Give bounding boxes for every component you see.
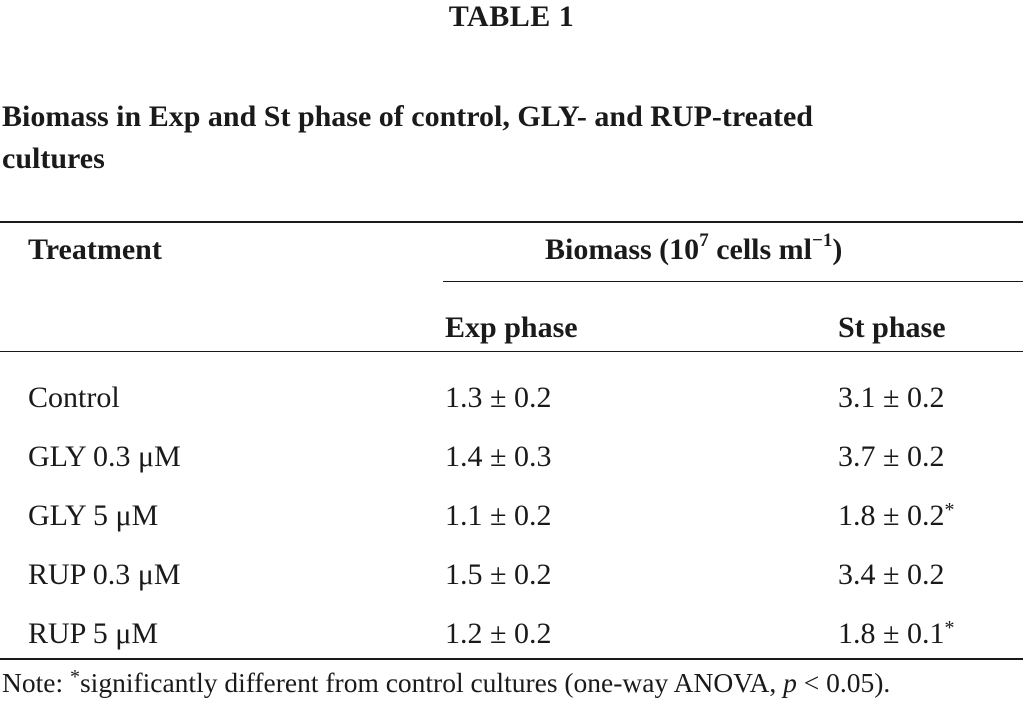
table-caption: Biomass in Exp and St phase of control, …: [2, 96, 1023, 180]
note-star: *: [69, 666, 80, 688]
cell-st-phase: 3.7 ± 0.2: [838, 439, 944, 475]
cell-treatment: RUP 5 μM: [28, 617, 159, 650]
note-text-b: < 0.05).: [796, 667, 891, 698]
table-bottom-rule: [0, 658, 1023, 660]
header-biomass-mid: cells ml: [708, 233, 812, 266]
cell-exp-phase: 1.2 ± 0.2: [445, 617, 552, 650]
cell-exp-phase: 1.1 ± 0.2: [445, 499, 552, 532]
header-exp-phase: Exp phase: [445, 311, 578, 344]
note-prefix: Note:: [2, 667, 70, 698]
header-st-phase: St phase: [838, 311, 946, 344]
table-caption-line-1: Biomass in Exp and St phase of control, …: [2, 100, 813, 133]
cell-st-value: 1.8 ± 0.2: [838, 499, 945, 532]
header-biomass-exponent: 7: [699, 230, 709, 251]
cell-treatment: GLY 5 μM: [28, 499, 159, 532]
cell-treatment: Control: [28, 381, 120, 414]
header-treatment: Treatment: [28, 233, 162, 266]
cell-exp-phase: 1.3 ± 0.2: [445, 381, 552, 414]
header-span-rule: [443, 281, 1023, 282]
cell-treatment: RUP 0.3 μM: [28, 558, 181, 591]
note-text-a: significantly different from control cul…: [79, 667, 784, 698]
cell-st-value: 1.8 ± 0.1: [838, 617, 945, 650]
cell-st-value: 3.4 ± 0.2: [838, 558, 945, 591]
header-biomass-pre: Biomass (10: [545, 233, 700, 266]
significance-marker: *: [944, 499, 955, 521]
header-biomass-group: Biomass (107 cells ml−1): [545, 230, 843, 268]
header-biomass-post: ): [832, 233, 843, 266]
cell-st-phase: 3.4 ± 0.2: [838, 557, 944, 593]
table-number: TABLE 1: [448, 0, 575, 33]
header-bottom-rule: [0, 351, 1023, 352]
note-p-value-symbol: p: [783, 667, 797, 698]
cell-st-value: 3.7 ± 0.2: [838, 440, 945, 473]
cell-st-phase: 3.1 ± 0.2: [838, 380, 944, 416]
table-top-rule: [0, 221, 1023, 223]
cell-st-phase: 1.8 ± 0.1*: [838, 616, 954, 652]
cell-exp-phase: 1.4 ± 0.3: [445, 440, 552, 473]
significance-marker: *: [944, 617, 955, 639]
cell-treatment: GLY 0.3 μM: [28, 440, 181, 473]
cell-st-value: 3.1 ± 0.2: [838, 381, 945, 414]
table-note: Note: *significantly different from cont…: [2, 666, 890, 700]
cell-exp-phase: 1.5 ± 0.2: [445, 558, 552, 591]
cell-st-phase: 1.8 ± 0.2*: [838, 498, 954, 534]
table-caption-line-2: cultures: [2, 142, 105, 175]
header-biomass-exponent-2: −1: [812, 230, 833, 251]
